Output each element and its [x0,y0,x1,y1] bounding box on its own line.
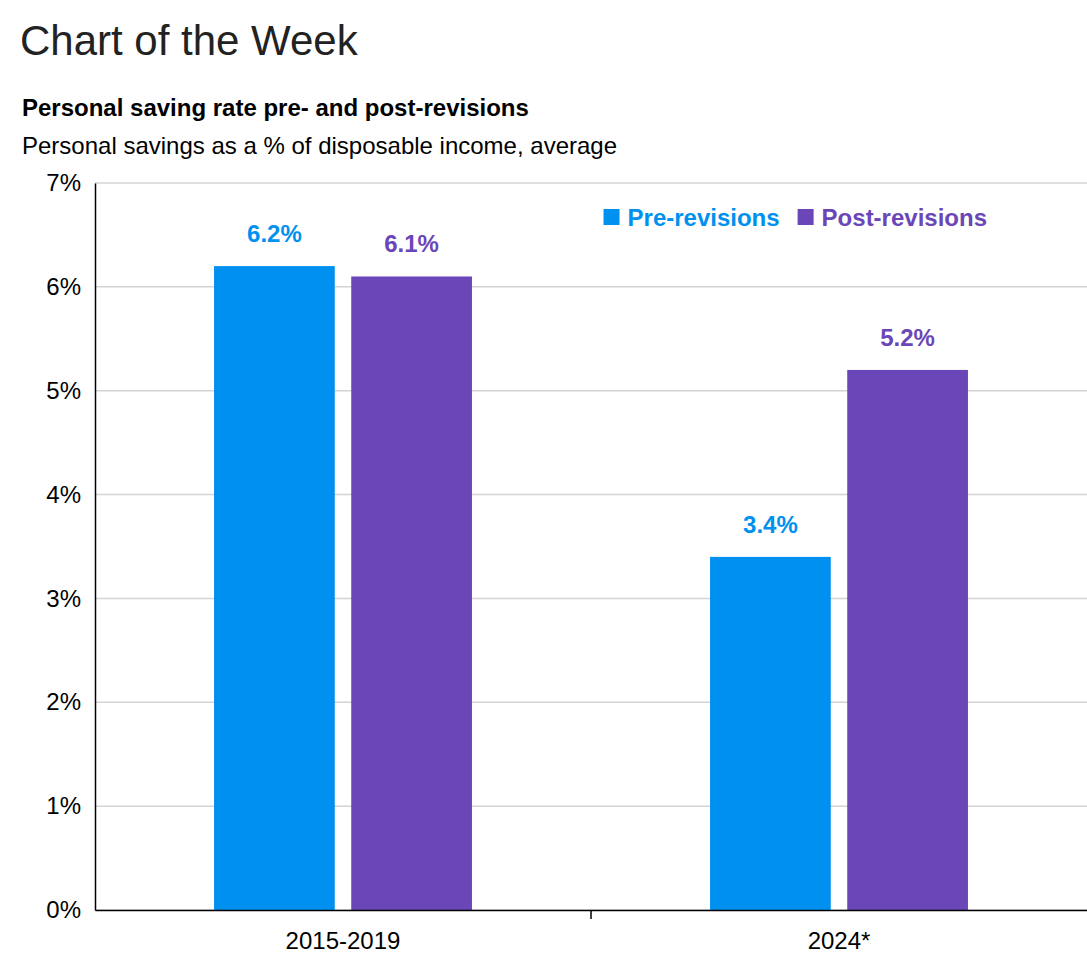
x-tick: 2024* [808,910,871,954]
bar [847,370,968,910]
grid-line [95,182,1087,184]
y-tick-label: 3% [46,585,81,612]
y-tick-label: 2% [46,688,81,715]
y-tick-label: 6% [46,273,81,300]
title: Personal saving rate pre- and post-revis… [22,94,529,121]
y-tick: 0% [46,896,95,923]
y-tick: 5% [46,377,95,404]
y-tick: 2% [46,688,95,715]
y-tick: 1% [46,792,95,819]
y-tick-label: 5% [46,377,81,404]
y-tick-label: 7% [46,169,81,196]
x-tick-label: 2024* [808,927,871,954]
bar [710,557,831,910]
data-labels: 6.2% 3.4% 6.1% 5.2% [247,220,935,538]
legend: Pre-revisions Post-revisions [604,204,987,231]
y-tick-label: 0% [46,896,81,923]
bar [214,266,335,910]
legend-item: Post-revisions [798,204,987,231]
legend-swatch [798,209,814,225]
chart: Chart of the Week Personal saving rate pr… [0,0,1087,980]
subtitle: Personal savings as a % of disposable in… [22,132,617,159]
legend-item: Pre-revisions [604,204,780,231]
data-label: 6.1% [384,230,439,257]
x-axis: 2015-2019 2024* [96,910,1087,954]
header: Chart of the Week [20,17,359,64]
x-tick: 2015-2019 [286,910,401,954]
bars [214,266,968,910]
y-tick: 6% [46,273,95,300]
x-tick-label: 2015-2019 [286,927,401,954]
y-axis: 0% 1% 2% 3% 4% 5% 6% 7% [46,169,95,923]
data-label: 5.2% [880,324,935,351]
y-tick-label: 1% [46,792,81,819]
bar [351,276,472,910]
legend-label: Pre-revisions [628,204,780,231]
y-tick: 4% [46,481,95,508]
grid [95,183,1087,910]
legend-label: Post-revisions [822,204,987,231]
y-tick-label: 4% [46,481,81,508]
data-label: 6.2% [247,220,302,247]
y-tick: 7% [46,169,95,196]
category-divider [590,910,592,919]
data-label: 3.4% [743,511,798,538]
y-tick: 3% [46,585,95,612]
y-axis-line [95,184,97,911]
legend-swatch [604,209,620,225]
